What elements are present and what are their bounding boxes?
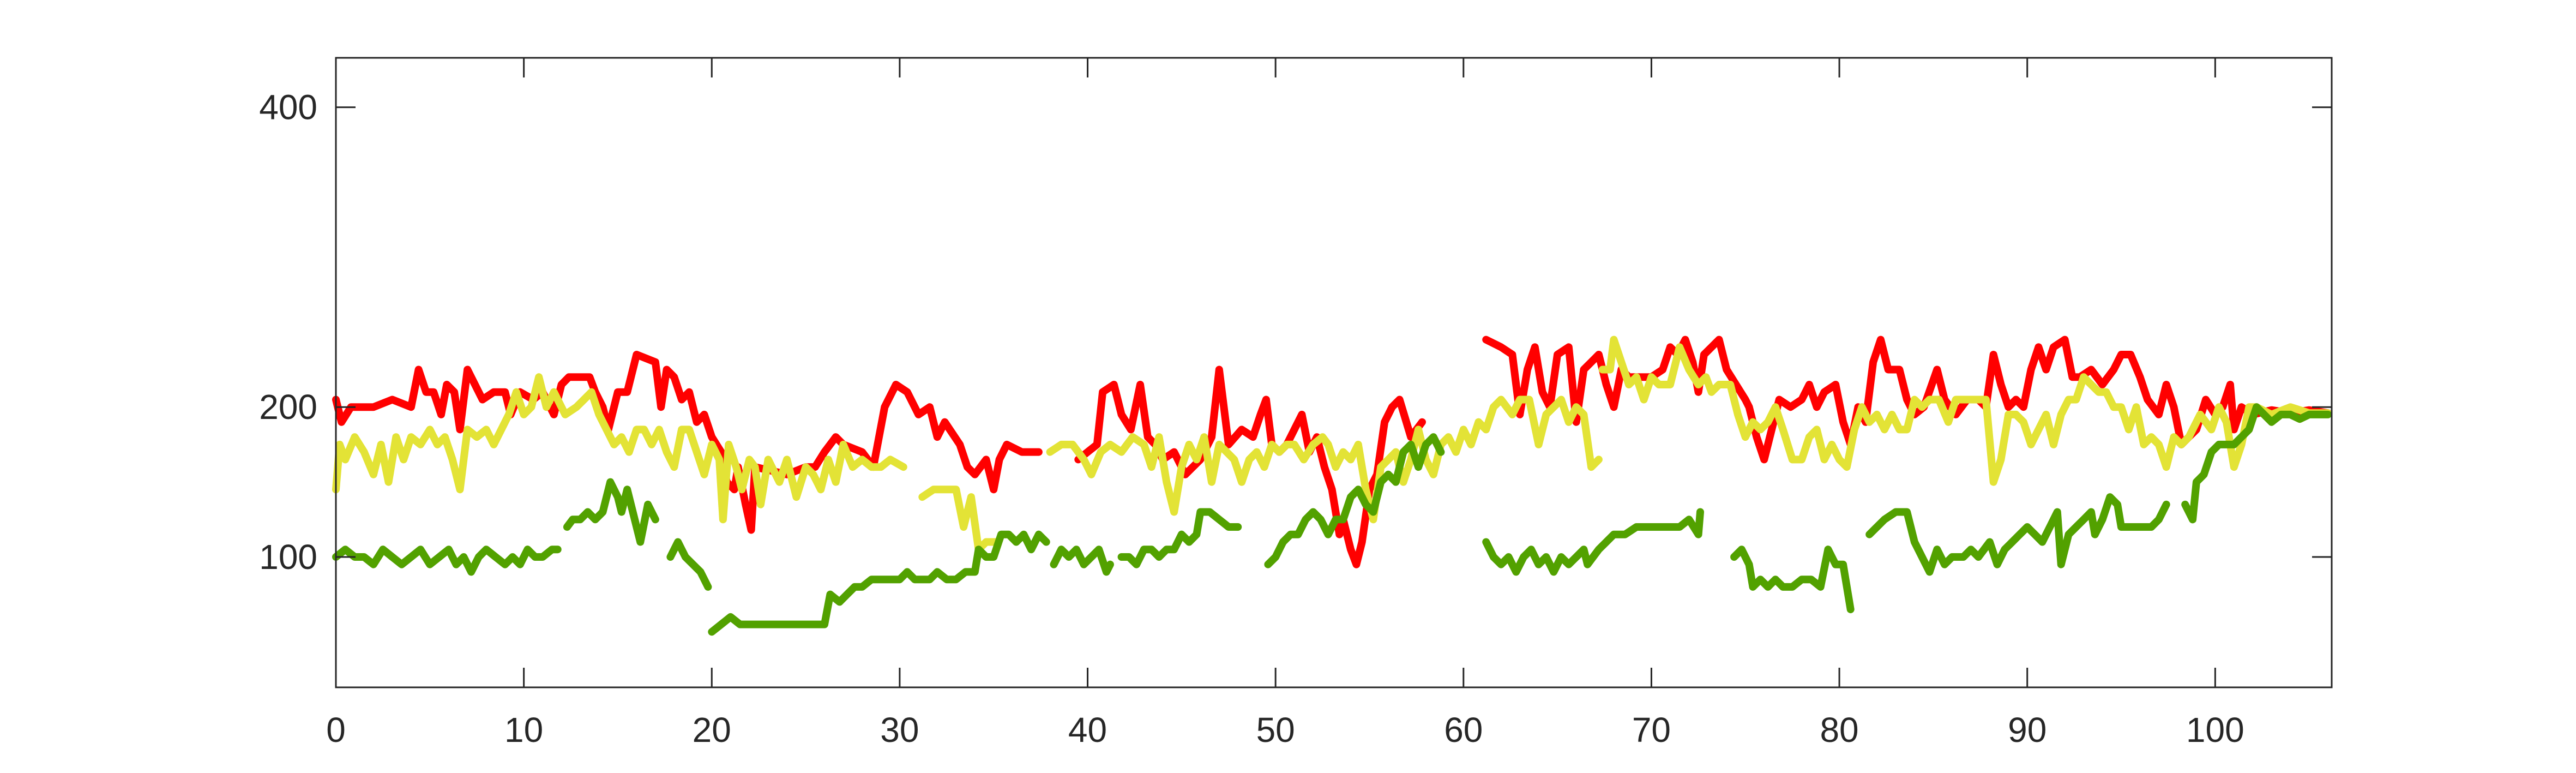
- x-tick-label: 80: [1820, 710, 1858, 750]
- plot-area-frame: [335, 57, 2333, 688]
- series-1-line-segment-1: [332, 351, 1043, 534]
- series-3-line-segment-3: [666, 538, 712, 591]
- series-2: [332, 335, 2332, 554]
- y-axis: 100 200 400: [259, 88, 2332, 577]
- x-tick-label: 70: [1632, 710, 1671, 750]
- series-1-line-segment-3: [1482, 335, 2332, 464]
- x-tick-label: 20: [693, 710, 731, 750]
- series-1-line-segment-2: [1074, 365, 1426, 568]
- x-tick-label: 0: [326, 710, 346, 750]
- series-1: [332, 335, 2332, 568]
- x-tick-label: 10: [504, 710, 543, 750]
- x-tick-label: 40: [1068, 710, 1107, 750]
- series-layer: [332, 335, 2332, 636]
- x-tick-label: 90: [2008, 710, 2047, 750]
- series-2-line-segment-4: [1598, 335, 2332, 486]
- series-3-line-segment-2: [563, 478, 659, 546]
- x-axis: 0 10 20 30 40 50 60 70 80 90 100: [326, 58, 2244, 750]
- series-3-line-segment-5: [1050, 546, 1114, 576]
- y-tick-label: 400: [259, 88, 317, 127]
- y-tick-label: 100: [259, 537, 317, 577]
- x-tick-label: 100: [2186, 710, 2244, 750]
- series-3-line-segment-1: [332, 546, 562, 576]
- series-3-line-segment-9: [1730, 546, 1855, 614]
- x-tick-label: 50: [1256, 710, 1295, 750]
- x-tick-label: 60: [1444, 710, 1483, 750]
- series-3-line-segment-11: [2181, 403, 2332, 524]
- series-3-line-segment-6: [1117, 508, 1242, 568]
- series-3: [332, 403, 2332, 636]
- series-3-line-segment-10: [1865, 493, 2170, 576]
- series-2-line-segment-2: [918, 486, 1000, 554]
- y-tick-label: 200: [259, 387, 317, 427]
- series-3-line-segment-4: [708, 530, 1050, 636]
- series-3-line-segment-8: [1482, 508, 1704, 576]
- series-2-line-segment-3: [1046, 396, 1603, 524]
- x-tick-label: 30: [880, 710, 919, 750]
- series-3-line-segment-7: [1264, 433, 1445, 568]
- series-2-line-segment-1: [332, 373, 907, 524]
